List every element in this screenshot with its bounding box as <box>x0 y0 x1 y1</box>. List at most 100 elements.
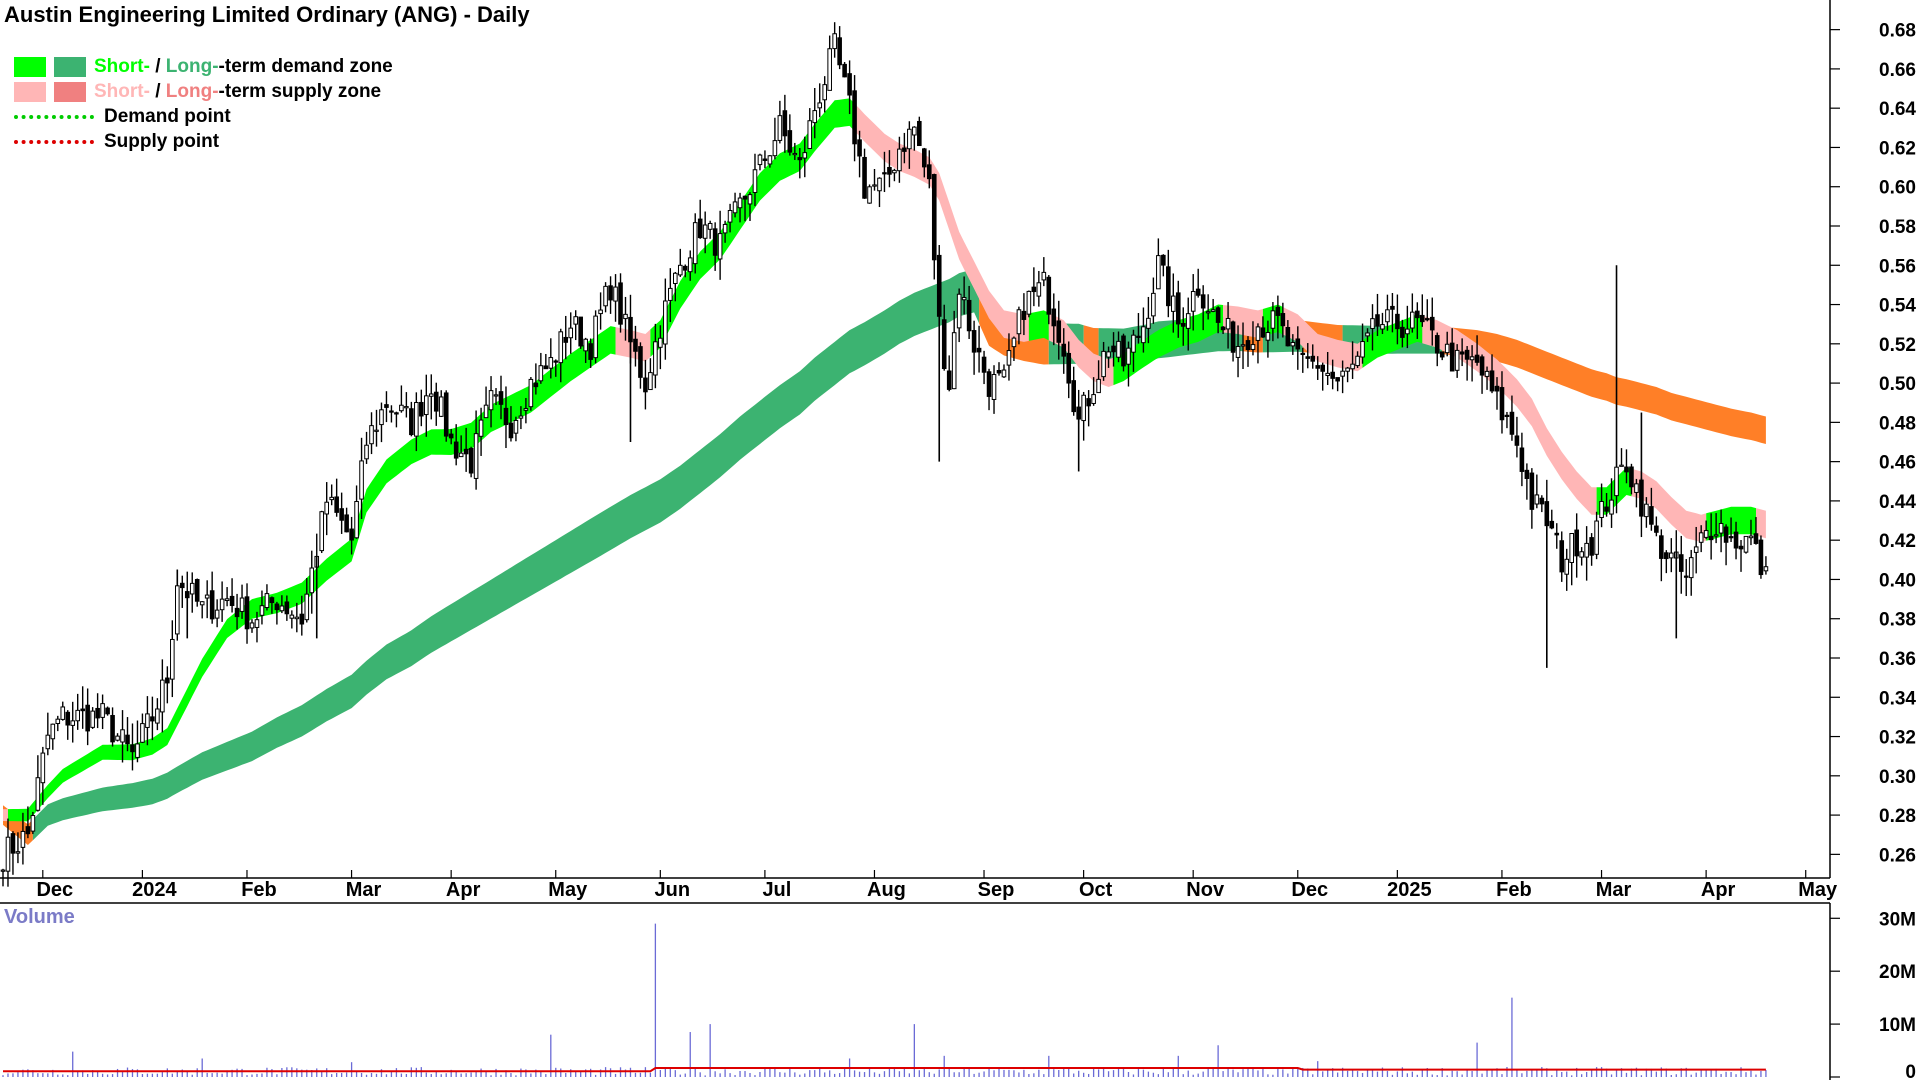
candle-body <box>1260 327 1266 338</box>
candle-body <box>1539 497 1545 505</box>
candle-body <box>1509 411 1515 435</box>
candle-body <box>424 395 429 416</box>
candle-body <box>1549 520 1555 529</box>
candle-body <box>1579 551 1584 558</box>
date-tick-label: Dec <box>36 879 73 901</box>
candle-body <box>1514 435 1520 446</box>
candle-body <box>65 711 71 726</box>
candle-body <box>912 126 917 136</box>
candle-body <box>613 286 618 302</box>
candle-body <box>453 441 459 459</box>
candle-body <box>254 619 260 628</box>
legend-swatch-long-demand <box>54 56 86 77</box>
legend-demand-dots <box>14 114 94 119</box>
candle-body <box>1300 352 1306 356</box>
candle-body <box>170 638 175 680</box>
candle-body <box>324 501 329 515</box>
candle-body <box>862 156 867 199</box>
candle-body <box>179 582 185 589</box>
price-tick-label: 0.38 <box>1879 610 1916 631</box>
candle-body <box>140 723 145 743</box>
candle-body <box>175 585 180 635</box>
candle-body <box>498 391 504 405</box>
candle-body <box>269 597 275 604</box>
candle-body <box>209 590 215 620</box>
candle-body <box>394 412 399 415</box>
candle-body <box>1424 318 1430 321</box>
candle-body <box>608 285 613 301</box>
candle-body <box>817 102 823 109</box>
candle-body <box>379 409 384 426</box>
candle-body <box>917 120 922 147</box>
candle-body <box>1718 523 1724 534</box>
candle-body <box>289 614 295 619</box>
date-tick-label: May <box>1798 879 1838 901</box>
candle-body <box>1026 290 1032 315</box>
candle-body <box>1599 501 1604 518</box>
candle-body <box>1529 472 1535 510</box>
candle-body <box>1315 365 1321 369</box>
price-tick-label: 0.62 <box>1879 138 1916 159</box>
short-term-zone <box>1113 304 1224 386</box>
candle-body <box>1743 535 1749 553</box>
candle-body <box>1126 347 1131 365</box>
candle-body <box>852 90 857 145</box>
candle-body <box>1454 349 1460 371</box>
candle-body <box>478 419 484 437</box>
candle-body <box>274 603 280 611</box>
candle-body <box>1056 320 1062 343</box>
candle-body <box>369 425 374 445</box>
candle-body <box>1634 483 1639 493</box>
candle-body <box>1310 355 1316 362</box>
candle-body <box>1469 356 1475 361</box>
candle-body <box>747 194 753 205</box>
legend-long-demand-label: Long- <box>165 56 219 77</box>
candle-body <box>1340 370 1345 377</box>
legend-demand-zone: Short- / Long--term demand zone <box>14 54 393 79</box>
candle-body <box>578 316 583 347</box>
candle-body <box>1200 294 1206 309</box>
date-tick-label: Aug <box>867 879 906 901</box>
candle-body <box>389 410 394 413</box>
candle-body <box>1096 378 1101 394</box>
candle-body <box>777 115 783 141</box>
candle-body <box>598 309 603 315</box>
candle-body <box>299 613 305 625</box>
candle-body <box>1554 532 1560 536</box>
candle-body <box>533 382 539 388</box>
candle-body <box>1758 539 1764 576</box>
candle-body <box>20 830 26 848</box>
candle-body <box>1021 310 1027 320</box>
candle-body <box>359 460 364 500</box>
candle-body <box>966 299 972 332</box>
candle-body <box>5 836 11 872</box>
candle-body <box>249 622 255 629</box>
price-tick-label: 0.36 <box>1879 649 1916 670</box>
candle-body <box>623 313 628 320</box>
candle-body <box>1489 370 1495 392</box>
candle-body <box>1156 255 1161 290</box>
candle-body <box>558 331 564 364</box>
candle-body <box>1001 369 1007 378</box>
date-tick-label: Jul <box>762 879 791 901</box>
candle-body <box>1016 309 1022 335</box>
candle-body <box>1544 501 1550 527</box>
candle-body <box>892 169 897 174</box>
candle-body <box>1205 311 1211 314</box>
candle-body <box>1753 533 1759 544</box>
candle-body <box>1444 343 1450 354</box>
volume-axis: 0 10M 20M 30M <box>1830 909 1916 1080</box>
candle-body <box>1664 552 1669 560</box>
candle-body <box>702 224 708 239</box>
candle-body <box>1569 533 1575 563</box>
candle-body <box>1320 364 1326 372</box>
candle-body <box>872 184 877 187</box>
short-term-zone <box>1756 508 1766 539</box>
candle-body <box>488 390 494 411</box>
candle-body <box>673 272 678 285</box>
candle-body <box>1439 351 1445 358</box>
candle-body <box>1693 546 1699 553</box>
candle-body <box>692 222 698 265</box>
candle-body <box>448 433 454 439</box>
candle-body <box>951 332 957 390</box>
